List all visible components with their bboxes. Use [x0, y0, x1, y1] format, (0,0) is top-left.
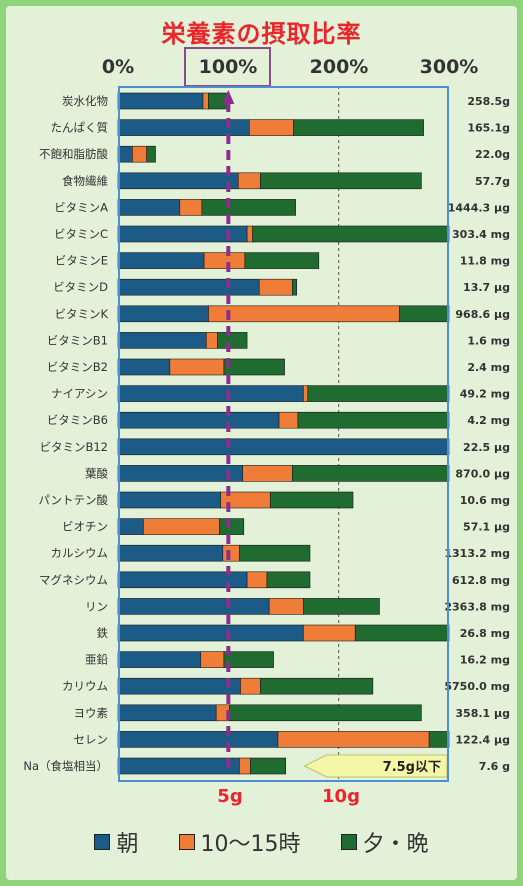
category-label: ビタミンK — [54, 307, 108, 321]
value-label: 10.6 mg — [460, 494, 510, 507]
legend-swatch-evening — [340, 834, 357, 850]
value-label: 165.1g — [467, 122, 510, 135]
category-label: 食物繊維 — [62, 174, 108, 188]
bar-evening — [260, 172, 422, 190]
bar-evening — [244, 252, 320, 269]
legend-label-evening: 夕・晩 — [362, 832, 429, 857]
bar-evening — [354, 624, 450, 642]
tick-100: 100% — [198, 56, 258, 78]
category-label: ビタミンD — [53, 280, 108, 294]
value-label: 5750.0 mg — [444, 680, 510, 693]
category-label: 葉酸 — [85, 466, 108, 480]
category-label: マグネシウム — [39, 573, 108, 587]
value-label: 57.1 μg — [463, 521, 510, 534]
value-label: 1313.2 mg — [444, 547, 510, 560]
bar-evening — [223, 651, 274, 668]
value-label: 2.4 mg — [467, 361, 510, 374]
bar-evening — [292, 465, 450, 482]
value-label: 1444.3 μg — [448, 201, 510, 214]
legend-label-midday: 10～15時 — [200, 832, 301, 857]
value-label: 358.1 μg — [455, 707, 510, 720]
bar-evening — [307, 385, 450, 402]
legend-midday: 10～15時 — [178, 826, 301, 858]
value-label: 11.8 mg — [460, 255, 510, 268]
value-label: 122.4 μg — [455, 733, 510, 746]
category-label: ビタミンB12 — [39, 440, 108, 454]
category-label: ビタミンC — [54, 227, 108, 241]
value-label: 1.6 mg — [467, 334, 510, 347]
value-label: 4.2 mg — [467, 414, 510, 427]
category-label: リン — [85, 599, 108, 613]
bar-evening — [252, 225, 450, 243]
value-label: 22.5 μg — [463, 441, 510, 454]
category-label: カリウム — [62, 679, 108, 693]
bar-evening — [269, 491, 354, 509]
bar-evening — [260, 677, 374, 695]
bar-evening — [293, 119, 424, 136]
category-label: ビタミンE — [55, 254, 108, 268]
legend-morning: 朝 — [94, 826, 139, 858]
category-label: たんぱく質 — [51, 121, 109, 135]
category-label: Na（食塩相当） — [23, 759, 108, 773]
bar-evening — [219, 518, 245, 535]
value-label: 49.2 mg — [460, 388, 510, 401]
category-label: ビタミンA — [54, 200, 108, 214]
category-label: 鉄 — [97, 626, 109, 640]
legend-swatch-morning — [94, 834, 111, 850]
value-label: 258.5g — [467, 95, 510, 108]
bar-evening — [399, 305, 450, 323]
value-label: 16.2 mg — [460, 654, 510, 667]
value-label: 26.8 mg — [460, 627, 510, 640]
value-label: 303.4 mg — [452, 228, 510, 241]
category-label: 不飽和脂肪酸 — [39, 147, 108, 161]
legend-evening: 夕・晩 — [340, 826, 429, 858]
category-label: セレン — [74, 732, 109, 746]
tick-300: 300% — [419, 56, 479, 78]
bar-evening — [239, 544, 311, 562]
bar-evening — [217, 332, 248, 349]
category-label: ナイアシン — [51, 387, 108, 401]
value-label: 57.7g — [475, 175, 510, 188]
bar-evening — [297, 411, 450, 429]
legend: 朝 10～15時 夕・晩 — [0, 826, 523, 858]
category-label: 亜鉛 — [85, 653, 108, 667]
bar-evening — [428, 731, 450, 748]
bar-evening — [146, 145, 156, 163]
tick-0: 0% — [101, 56, 135, 78]
value-label: 22.0g — [475, 148, 510, 161]
legend-label-morning: 朝 — [116, 832, 139, 857]
value-label: 13.7 μg — [463, 281, 510, 294]
bar-evening — [250, 757, 287, 775]
tick-200: 200% — [309, 56, 369, 78]
category-label: カルシウム — [51, 546, 109, 560]
plot-area-border — [118, 86, 449, 782]
value-label: 612.8 mg — [452, 574, 510, 587]
bar-evening — [303, 598, 380, 615]
value-label: 968.6 μg — [455, 308, 510, 321]
category-label: ビタミンB1 — [47, 333, 108, 347]
target-line-arrowhead — [222, 90, 235, 104]
value-label: 7.6 g — [479, 760, 510, 773]
category-label: ビオチン — [62, 520, 108, 534]
category-label: パントテン酸 — [38, 493, 108, 507]
legend-swatch-midday — [178, 834, 195, 850]
category-label: 炭水化物 — [62, 94, 108, 108]
value-label: 870.0 μg — [455, 467, 510, 480]
value-label: 2363.8 mg — [444, 600, 510, 613]
category-label: ビタミンB6 — [47, 413, 108, 427]
chart-title: 栄養素の摂取比率 — [161, 20, 362, 48]
category-label: ヨウ素 — [74, 706, 109, 720]
bar-evening — [292, 278, 298, 296]
gram-tick-10g: 10g — [322, 786, 360, 807]
bar-evening — [223, 358, 285, 376]
na-target-note: 7.5g以下 — [383, 760, 441, 775]
bar-evening — [266, 571, 311, 589]
bar-evening — [201, 199, 296, 216]
gram-tick-5g: 5g — [217, 786, 243, 807]
category-label: ビタミンB2 — [47, 360, 108, 374]
